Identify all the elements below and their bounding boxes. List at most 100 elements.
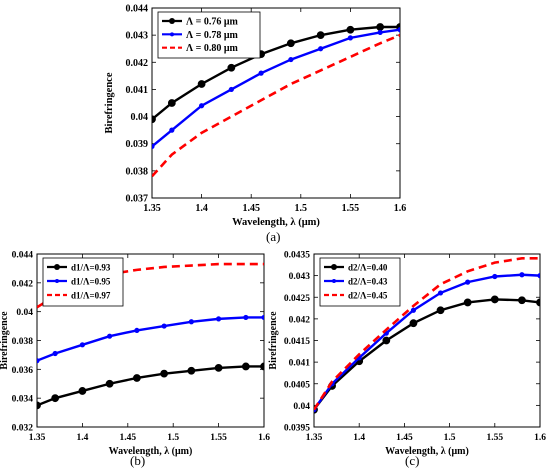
y-tick-label: 0.043 [126, 31, 149, 42]
data-point [316, 31, 325, 40]
x-tick-label: 1.5 [444, 433, 456, 443]
data-point [490, 295, 499, 304]
x-tick-label: 1.35 [306, 433, 323, 443]
data-point [37, 358, 40, 364]
y-tick-label: 0.0435 [284, 251, 310, 261]
y-tick-label: 0.038 [126, 166, 149, 177]
y-axis-label: Birefringence [0, 311, 10, 370]
data-point [134, 327, 140, 334]
data-point [377, 29, 383, 36]
data-point [228, 86, 234, 93]
legend-marker [331, 264, 337, 270]
x-tick-label: 1.55 [342, 203, 360, 214]
y-tick-label: 0.044 [12, 251, 34, 261]
y-tick-label: 0.0405 [284, 380, 310, 390]
series-1 [37, 362, 264, 410]
y-tick-label: 0.0395 [284, 424, 310, 434]
data-point [188, 319, 194, 325]
data-point [436, 306, 445, 315]
data-point [160, 369, 169, 378]
x-axis-label: Wavelength, λ (μm) [232, 217, 320, 228]
y-tick-label: 0.043 [289, 272, 311, 282]
legend-label: Λ = 0.78 μm [186, 30, 239, 41]
data-point [199, 103, 205, 109]
legend-label: d1/Λ=0.95 [71, 277, 111, 287]
y-tick-label: 0.04 [131, 112, 149, 123]
x-tick-label: 1.5 [167, 433, 179, 443]
legend-label: d1/Λ=0.93 [71, 263, 111, 273]
data-point [187, 366, 196, 375]
data-point [536, 298, 540, 307]
series-line [152, 33, 400, 178]
y-tick-label: 0.038 [12, 337, 34, 347]
x-tick-label: 1.45 [396, 433, 413, 443]
legend-marker [169, 18, 175, 24]
data-point [465, 279, 471, 285]
chart-a: 1.35 1.4 1.45 1.5 1.55 1.6 0.037 0.038 0.039 0.04… [104, 4, 406, 229]
data-point [519, 272, 525, 278]
series-line [314, 298, 540, 411]
y-tick-label: 0.0425 [284, 294, 310, 304]
data-point [152, 143, 155, 150]
y-tick-label: 0.042 [289, 315, 311, 325]
y-tick-label: 0.042 [12, 279, 34, 289]
legend-marker [54, 264, 60, 270]
y-tick-label: 0.044 [126, 4, 149, 15]
x-axis-label: Wavelength, λ (μm) [109, 446, 193, 457]
x-tick-label: 1.45 [119, 433, 136, 443]
legend-label: Λ = 0.76 μm [186, 17, 239, 28]
series-2 [37, 314, 264, 364]
chart-b: 1.35 1.4 1.45 1.5 1.55 1.6 0.032 0.034 0.036 0.03… [0, 251, 270, 458]
data-point [167, 99, 176, 107]
data-point [397, 27, 400, 33]
y-tick-label: 0.034 [12, 395, 34, 405]
series-3 [152, 33, 400, 178]
y-tick-label: 0.032 [12, 424, 34, 434]
x-tick-label: 1.4 [195, 203, 208, 214]
data-point [161, 323, 167, 329]
data-point [169, 127, 175, 133]
y-axis-label: Birefringence [268, 311, 279, 370]
data-point [382, 336, 391, 345]
data-point [346, 25, 355, 34]
caption-b: (b) [130, 453, 146, 468]
legend: d2/Λ=0.40 d2/Λ=0.43 d2/Λ=0.45 [319, 257, 401, 307]
legend-label: d2/Λ=0.43 [348, 277, 388, 287]
data-point [286, 39, 295, 48]
data-point [518, 296, 526, 305]
x-tick-label: 1.6 [394, 203, 407, 214]
y-tick-label: 0.04 [16, 308, 33, 318]
legend-label: Λ = 0.80 μm [186, 43, 239, 54]
data-point [492, 273, 498, 280]
series-1 [152, 23, 400, 124]
series-line [314, 273, 540, 411]
caption-c: (c) [405, 453, 420, 468]
x-axis-label: Wavelength, λ (μm) [385, 446, 469, 457]
data-point [37, 401, 41, 410]
data-point [78, 387, 87, 395]
y-tick-label: 0.042 [126, 58, 149, 69]
series-line [152, 25, 400, 121]
data-point [537, 273, 540, 279]
series-line [37, 365, 264, 407]
data-point [227, 63, 236, 72]
y-tick-label: 0.037 [126, 194, 149, 205]
data-point [463, 298, 472, 307]
data-point [214, 363, 223, 372]
x-tick-label: 1.6 [258, 433, 270, 443]
data-point [258, 70, 264, 76]
series-line [37, 262, 264, 309]
legend: Λ = 0.76 μm Λ = 0.78 μm Λ = 0.80 μm [157, 11, 261, 59]
data-point [216, 316, 222, 322]
chart-c: 1.35 1.4 1.45 1.5 1.55 1.6 0.0395 0.04 0.0405 0.0… [268, 251, 546, 458]
y-axis-label: Birefringence [104, 72, 115, 133]
legend: d1/Λ=0.93 d1/Λ=0.95 d1/Λ=0.97 [42, 257, 124, 307]
series-line [37, 316, 264, 362]
y-tick-label: 0.036 [12, 366, 34, 376]
x-tick-label: 1.45 [242, 203, 260, 214]
data-point [288, 56, 294, 63]
series-3 [37, 262, 264, 309]
y-tick-label: 0.04 [293, 402, 310, 412]
series-line [314, 257, 540, 411]
